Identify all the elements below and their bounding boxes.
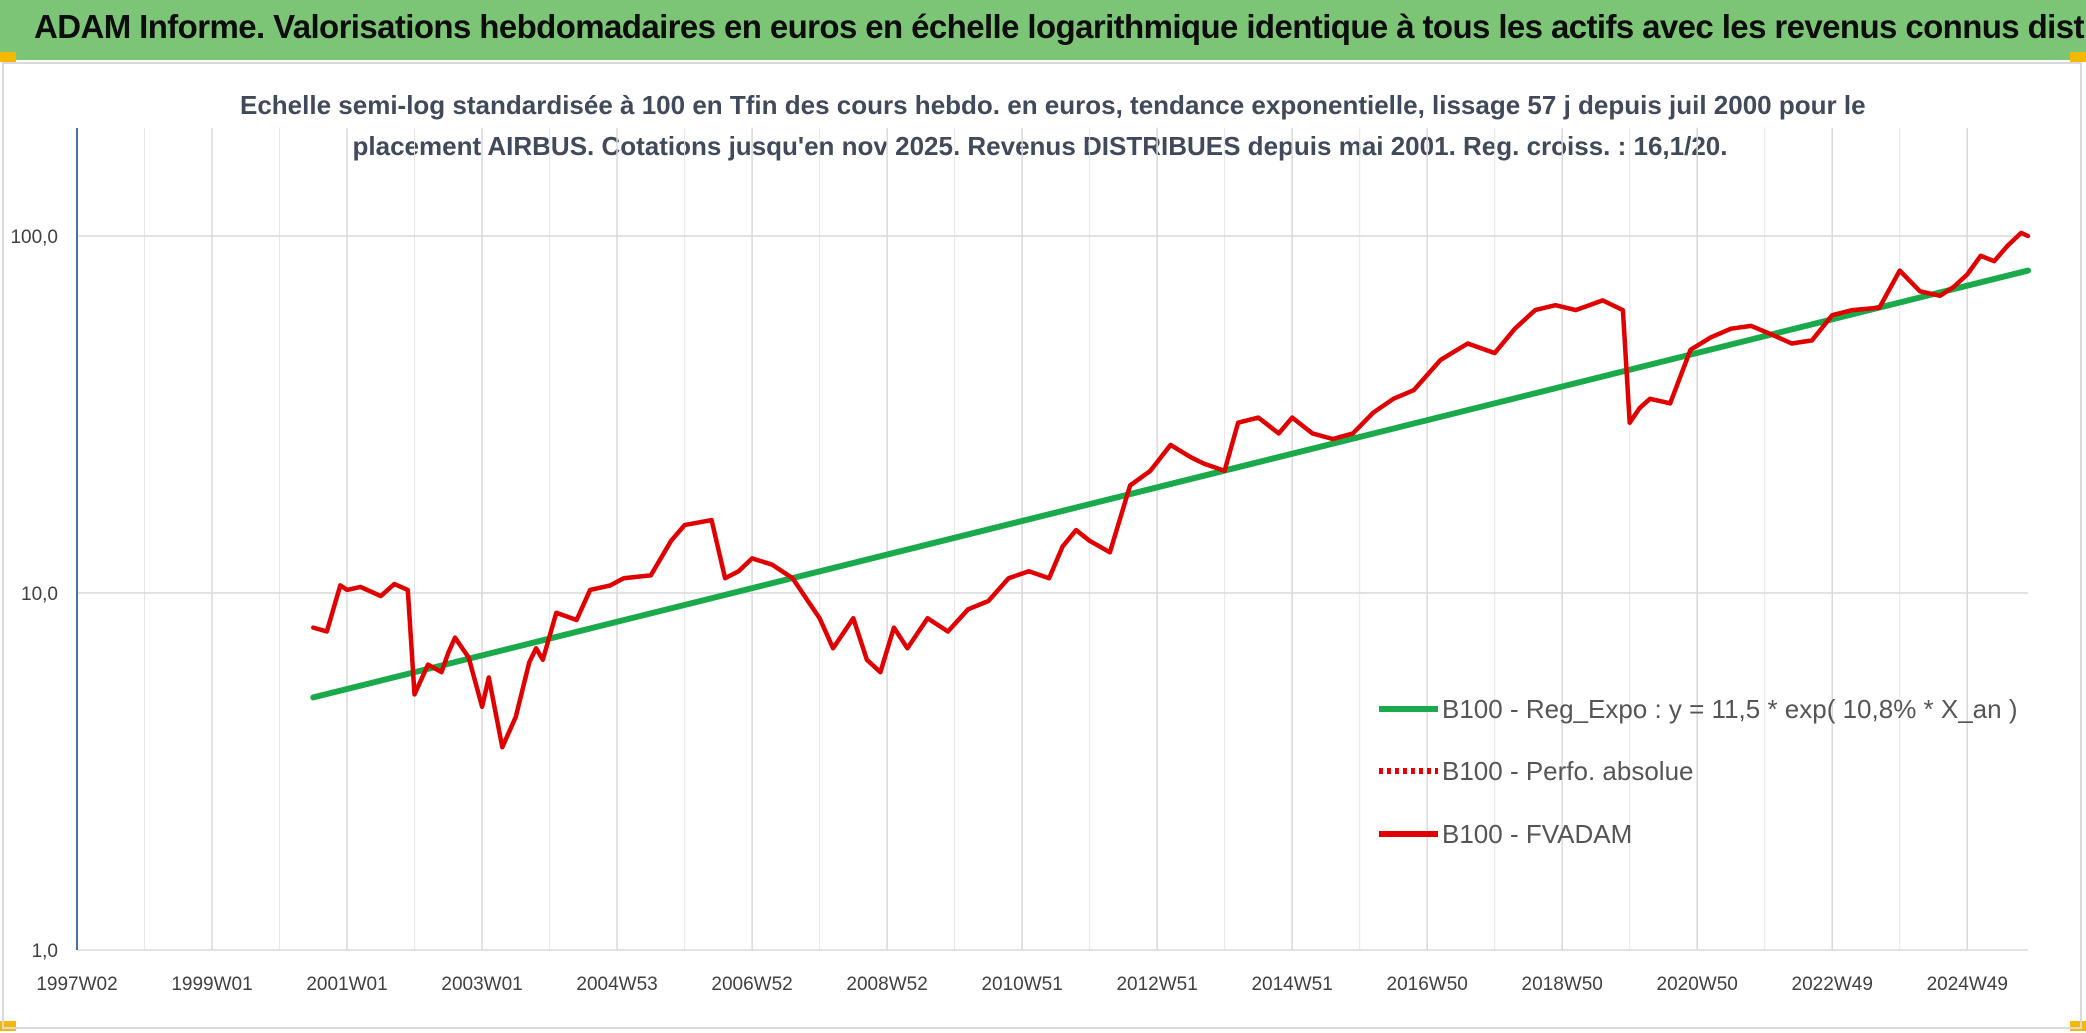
chart-title-line-2: placement AIRBUS. Cotations jusqu'en nov… bbox=[352, 131, 1728, 161]
chart-frame bbox=[2, 62, 2082, 1029]
x-tick-label: 2001W01 bbox=[306, 974, 387, 995]
x-tick-label: 2010W51 bbox=[981, 974, 1062, 995]
x-tick-label: 2014W51 bbox=[1251, 974, 1332, 995]
x-tick-label: 2004W53 bbox=[576, 974, 657, 995]
x-tick-label: 2008W52 bbox=[846, 974, 927, 995]
header-bar: ADAM Informe. Valorisations hebdomadaire… bbox=[0, 0, 2086, 60]
x-tick-label: 2020W50 bbox=[1657, 974, 1738, 995]
x-tick-label: 2003W01 bbox=[441, 974, 522, 995]
corner-marker-right bbox=[2070, 52, 2086, 62]
series-trend-line bbox=[310, 267, 2031, 701]
x-tick-label: 2024W49 bbox=[1927, 974, 2008, 995]
x-tick-label: 1999W01 bbox=[171, 974, 252, 995]
corner-marker-left bbox=[0, 52, 16, 62]
y-tick-label: 100,0 bbox=[10, 227, 58, 248]
x-tick-label: 2022W49 bbox=[1792, 974, 1873, 995]
legend-label: B100 - Reg_Expo : y = 11,5 * exp( 10,8% … bbox=[1442, 694, 2017, 724]
corner-marker-bottom-left bbox=[0, 1021, 16, 1031]
x-tick-label: 2018W50 bbox=[1522, 974, 1603, 995]
corner-marker-bottom-right bbox=[2070, 1021, 2086, 1031]
x-tick-label: 2016W50 bbox=[1387, 974, 1468, 995]
report-title: ADAM Informe. Valorisations hebdomadaire… bbox=[34, 8, 2086, 45]
x-tick-label: 2006W52 bbox=[711, 974, 792, 995]
x-tick-label: 1997W02 bbox=[36, 974, 117, 995]
y-tick-label: 1,0 bbox=[32, 941, 58, 962]
series-fvadam-line bbox=[311, 230, 2031, 750]
y-tick-label: 10,0 bbox=[21, 584, 58, 605]
x-tick-label: 2012W51 bbox=[1116, 974, 1197, 995]
legend-label: B100 - Perfo. absolue bbox=[1442, 756, 1694, 786]
chart-title-line-1: Echelle semi-log standardisée à 100 en T… bbox=[240, 90, 1866, 120]
legend-label: B100 - FVADAM bbox=[1442, 819, 1632, 849]
